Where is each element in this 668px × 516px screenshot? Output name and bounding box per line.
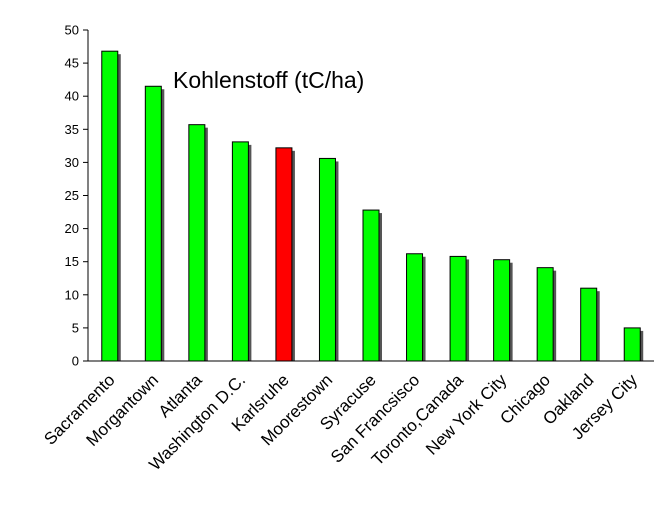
bar-jersey-city [623,327,641,362]
y-tick-label: 25 [65,188,79,203]
bar-sacramento [101,50,119,362]
bars [101,50,644,362]
bar-syracuse [362,209,380,362]
y-tick-label: 50 [65,23,79,38]
chart-title: Kohlenstoff (tC/ha) [173,67,364,93]
bar-atlanta [188,124,206,362]
bar-san-francsisco [406,253,424,362]
bar-morgantown [144,85,162,362]
bar-new-york-city [493,259,511,362]
y-tick-label: 0 [72,354,79,369]
bar-toronto-canada [449,255,467,362]
bar-oakland [580,287,598,362]
bar-washington-d-c- [231,141,249,362]
y-tick-label: 5 [72,320,79,335]
bar-chicago [536,267,554,362]
y-tick-label: 30 [65,155,79,170]
y-axis-ticks: 0 5 10 15 20 25 30 35 40 45 50 [65,23,88,369]
y-tick-label: 10 [65,287,79,302]
bar-moorestown [318,157,336,362]
y-tick-label: 40 [65,89,79,104]
y-tick-label: 45 [65,56,79,71]
y-tick-label: 20 [65,221,79,236]
bar-karlsruhe [275,147,293,362]
y-tick-label: 15 [65,254,79,269]
y-tick-label: 35 [65,122,79,137]
